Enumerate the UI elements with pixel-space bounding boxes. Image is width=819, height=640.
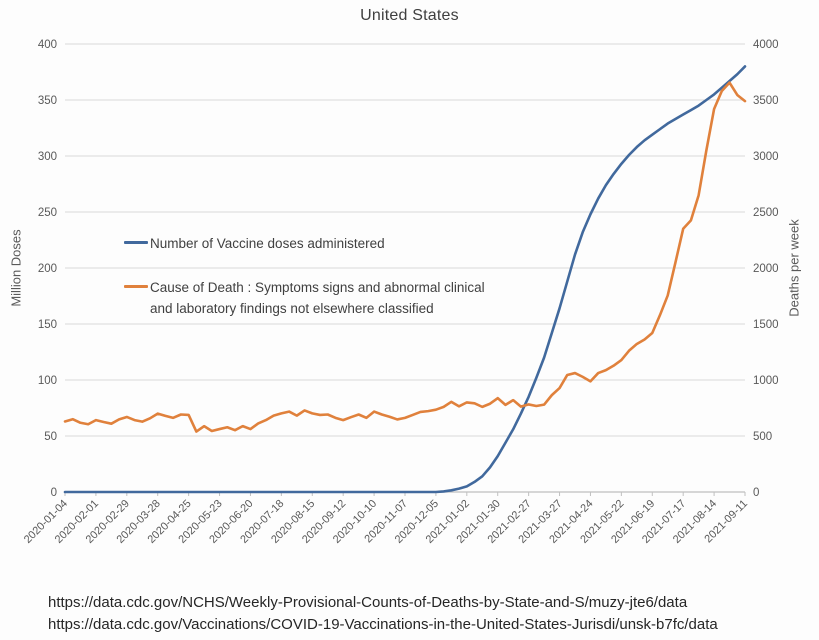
right-axis-title: Deaths per week: [786, 219, 802, 317]
left-axis-tick-label: 400: [38, 39, 57, 51]
right-axis-tick-label: 3500: [753, 95, 779, 107]
left-axis-tick-label: 0: [51, 487, 57, 499]
legend-item-cause-of-death: Cause of Death : Symptoms signs and abno…: [124, 277, 485, 319]
right-axis-tick-label: 0: [753, 487, 759, 499]
chart-title: United States: [360, 7, 459, 24]
death-series-legend-marker: [124, 285, 148, 288]
source-url-vaccinations: https://data.cdc.gov/Vaccinations/COVID-…: [48, 615, 718, 633]
vaccine-series-legend-marker: [124, 241, 148, 244]
left-axis-tick-label: 150: [38, 319, 57, 331]
right-axis-tick-label: 3000: [753, 151, 779, 163]
left-axis-tick-label: 300: [38, 151, 57, 163]
legend-label-cause-of-death-line2: and laboratory findings not elsewhere cl…: [150, 301, 434, 316]
source-urls: https://data.cdc.gov/NCHS/Weekly-Provisi…: [48, 592, 718, 635]
right-axis-tick-label: 2500: [753, 207, 779, 219]
right-axis-tick-label: 4000: [753, 39, 779, 51]
right-axis-tick-label: 2000: [753, 263, 779, 275]
legend-item-vaccine-doses: Number of Vaccine doses administered: [124, 233, 385, 254]
legend-label-cause-of-death: Cause of Death : Symptoms signs and abno…: [150, 277, 485, 319]
left-axis-tick-label: 50: [44, 431, 57, 443]
legend-label-cause-of-death-line1: Cause of Death : Symptoms signs and abno…: [150, 280, 485, 295]
source-url-deaths: https://data.cdc.gov/NCHS/Weekly-Provisi…: [48, 594, 688, 611]
left-axis-tick-label: 100: [38, 375, 57, 387]
left-axis-tick-label: 250: [38, 207, 57, 219]
left-axis-tick-label: 350: [38, 95, 57, 107]
left-axis-tick-label: 200: [38, 263, 57, 275]
right-axis-tick-label: 1000: [753, 375, 779, 387]
right-axis-tick-label: 1500: [753, 319, 779, 331]
left-axis-title: Million Doses: [8, 229, 24, 307]
cause-of-death-series-line: [63, 81, 747, 433]
right-axis-tick-label: 500: [753, 431, 772, 443]
vaccine-doses-series-line: [63, 65, 747, 494]
legend-label-vaccine-doses: Number of Vaccine doses administered: [150, 236, 385, 251]
